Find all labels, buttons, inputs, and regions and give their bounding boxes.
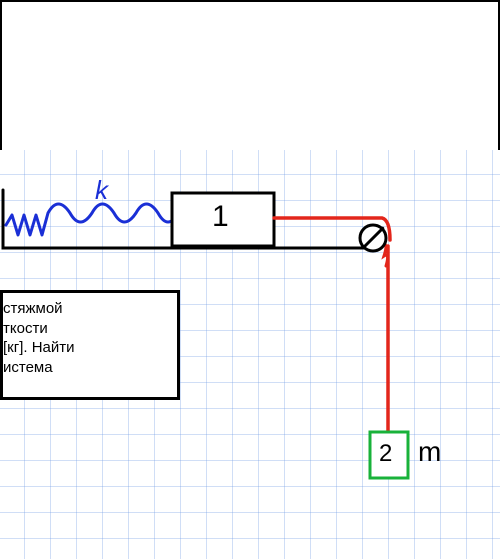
problem-line-2: ткости bbox=[3, 319, 169, 339]
block-2-label: 2 bbox=[379, 440, 392, 468]
problem-line-3: [кг]. Найти bbox=[3, 338, 169, 358]
problem-line-4: истема bbox=[3, 358, 169, 378]
spring-constant-label: k bbox=[95, 175, 108, 206]
mass-label: m bbox=[418, 436, 441, 468]
block-1-label: 1 bbox=[212, 200, 229, 234]
problem-text-box: стяжмой ткости [кг]. Найти истема bbox=[0, 290, 180, 400]
problem-line-1: стяжмой bbox=[3, 299, 169, 319]
